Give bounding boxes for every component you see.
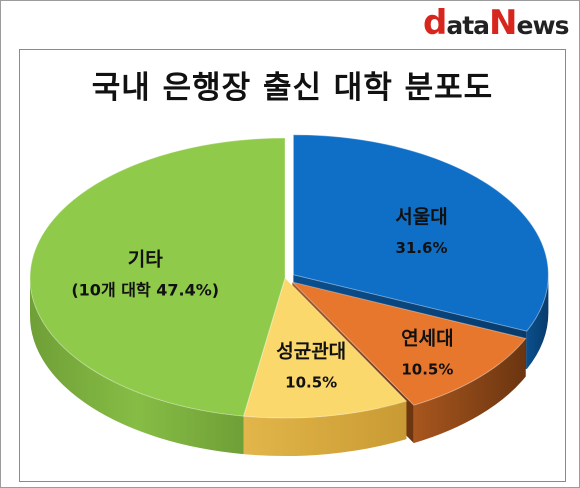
logo-ata: ata xyxy=(446,11,490,40)
slice-value-label: (10개 대학 47.4%) xyxy=(71,281,219,300)
pie-side-0 xyxy=(526,274,549,370)
slice-name-label: 서울대 xyxy=(395,206,447,228)
datanews-logo: dataNews xyxy=(423,3,570,43)
logo-d: d xyxy=(423,3,447,43)
slice-name-label: 연세대 xyxy=(401,327,453,349)
pie-slice-3 xyxy=(29,137,286,417)
pie-tops xyxy=(29,134,549,419)
pie-labels: 서울대 31.6% 연세대 10.5% 성균관대 10.5% 기타 (10개 대학 47.4%… xyxy=(71,206,453,392)
slice-value-label: 31.6% xyxy=(395,239,447,257)
slice-name-label: 기타 xyxy=(128,249,163,271)
pie-slice-2 xyxy=(242,277,408,419)
pie-chart: 서울대 31.6% 연세대 10.5% 성균관대 10.5% 기타 (10개 대학 47.4%… xyxy=(29,134,549,457)
slice-value-label: 10.5% xyxy=(285,374,337,392)
pie-slice-0 xyxy=(292,134,549,332)
chart-panel: 국내 은행장 출신 대학 분포도 xyxy=(19,49,566,482)
chart-title: 국내 은행장 출신 대학 분포도 xyxy=(91,70,494,106)
logo-n: N xyxy=(489,3,517,43)
slice-value-label: 10.5% xyxy=(401,360,453,378)
slice-name-label: 성균관대 xyxy=(276,341,346,363)
pie-side-2 xyxy=(243,401,407,457)
logo-ews: ews xyxy=(516,11,570,40)
pie-side-3 xyxy=(30,278,244,455)
pie-side-1 xyxy=(413,338,526,444)
pie-slice-1 xyxy=(290,281,527,406)
